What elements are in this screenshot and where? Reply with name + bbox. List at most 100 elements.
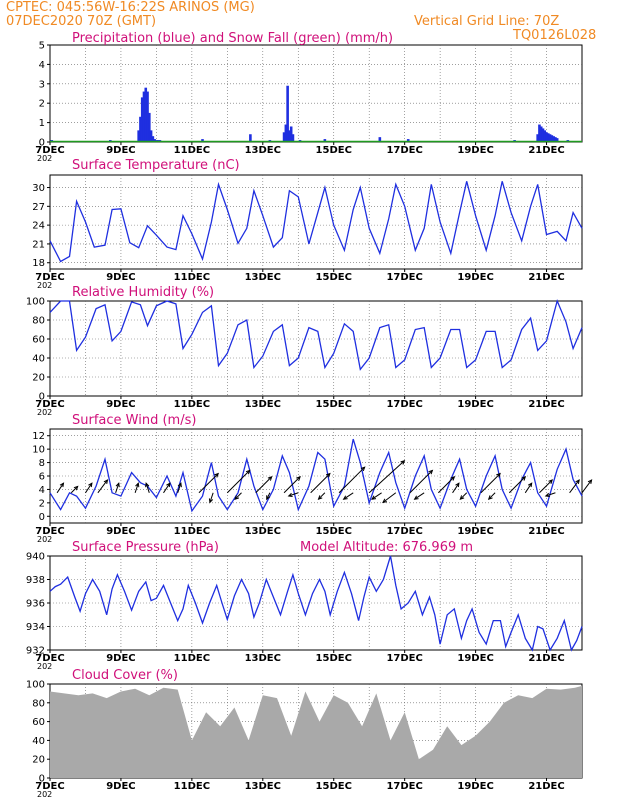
wind-vector-head bbox=[214, 472, 220, 478]
wind-vector bbox=[177, 483, 182, 493]
grid-note: Vertical Grid Line: 70Z bbox=[414, 14, 560, 29]
wind-vector-head bbox=[135, 482, 140, 488]
wind-vector bbox=[539, 479, 553, 494]
wind-vector bbox=[56, 482, 64, 494]
wind-vector-head bbox=[455, 482, 460, 488]
temperature-line bbox=[49, 181, 583, 263]
wind-vector bbox=[569, 479, 580, 494]
cloud-xtick-label: 15DEC bbox=[316, 781, 352, 792]
cloud-xtick-label: 17DEC bbox=[386, 781, 422, 792]
precip-bar bbox=[282, 132, 286, 142]
wind-vector bbox=[488, 492, 496, 500]
wind-vector-head bbox=[73, 485, 79, 491]
run-date: 07DEC2020 70Z (GMT) bbox=[6, 14, 157, 29]
pressure-xtick-label: 19DEC bbox=[457, 653, 493, 664]
pressure-ytick-label: 934 bbox=[26, 622, 45, 633]
wind-vector-head bbox=[287, 492, 293, 497]
wind-xtick-label: 19DEC bbox=[457, 526, 493, 537]
humidity-line bbox=[49, 299, 583, 371]
precip-bar bbox=[406, 139, 410, 142]
cloud-xtick-label: 19DEC bbox=[457, 781, 493, 792]
wind-vector bbox=[459, 492, 468, 500]
precip-bar bbox=[286, 85, 289, 142]
wind-line bbox=[49, 438, 583, 513]
precip-bar bbox=[289, 126, 293, 142]
pressure-annotation: Model Altitude: 676.969 m bbox=[300, 540, 473, 555]
wind-vector bbox=[508, 476, 526, 494]
humidity-ytick-label: 0 bbox=[39, 392, 45, 403]
humidity-xtick-label: 13DEC bbox=[245, 399, 281, 410]
pressure-year-fragment: 202 bbox=[37, 662, 52, 671]
wind-vector-head bbox=[325, 472, 331, 478]
wind-vector bbox=[318, 492, 326, 500]
cloud-xtick-label: 13DEC bbox=[245, 781, 281, 792]
wind-ytick-label: 10 bbox=[32, 445, 45, 456]
wind-vector bbox=[409, 470, 433, 494]
precip-bar bbox=[249, 134, 252, 142]
wind-vector-head bbox=[496, 472, 501, 478]
wind-vector-head bbox=[296, 475, 301, 481]
station-header: CPTEC: 045:56W-16:22S ARINOS (MG) bbox=[6, 0, 255, 15]
cloud-ytick-label: 100 bbox=[26, 680, 45, 691]
wind-vector-head bbox=[544, 492, 550, 497]
humidity-xtick-label: 15DEC bbox=[316, 399, 352, 410]
precip-bar bbox=[201, 139, 204, 142]
pressure-title: Surface Pressure (hPa) bbox=[72, 540, 219, 555]
pressure-xtick-label: 7DEC bbox=[35, 653, 64, 664]
pressure-ytick-label: 940 bbox=[26, 552, 45, 563]
wind-vector-head bbox=[115, 482, 120, 488]
precip-xtick-label: 15DEC bbox=[316, 145, 352, 156]
precip-bar bbox=[543, 130, 547, 142]
humidity-ytick-label: 40 bbox=[32, 354, 45, 365]
temperature-xtick-label: 9DEC bbox=[106, 272, 135, 283]
precip-bar bbox=[284, 124, 288, 142]
precip-bar bbox=[548, 134, 552, 142]
humidity-xtick-label: 17DEC bbox=[386, 399, 422, 410]
temperature-xtick-label: 11DEC bbox=[174, 272, 210, 283]
temperature-year-fragment: 202 bbox=[37, 281, 52, 290]
temperature-frame bbox=[49, 174, 583, 270]
wind-vector-head bbox=[450, 475, 456, 481]
temperature-xtick-label: 21DEC bbox=[528, 272, 564, 283]
precip-bar bbox=[545, 132, 548, 142]
precip-bar bbox=[291, 134, 295, 142]
temperature-ytick-label: 24 bbox=[32, 221, 45, 232]
wind-vector bbox=[234, 492, 242, 500]
wind-vector-head bbox=[245, 469, 251, 475]
wind-vector-head bbox=[382, 498, 388, 504]
cloud-xtick-label: 21DEC bbox=[528, 781, 564, 792]
precip-xtick-label: 19DEC bbox=[457, 145, 493, 156]
wind-vector bbox=[524, 482, 533, 494]
wind-vector-head bbox=[267, 475, 273, 481]
precip-year-fragment: 202 bbox=[37, 154, 52, 163]
pressure-frame bbox=[49, 555, 583, 651]
pressure-ytick-label: 932 bbox=[26, 646, 45, 657]
wind-vector bbox=[70, 486, 79, 494]
wind-vector bbox=[288, 492, 299, 497]
precip-bar bbox=[140, 97, 144, 142]
wind-vector-head bbox=[103, 479, 109, 485]
wind-xtick-label: 7DEC bbox=[35, 526, 64, 537]
humidity-ytick-label: 80 bbox=[32, 316, 45, 327]
wind-xtick-label: 15DEC bbox=[316, 526, 352, 537]
wind-vector bbox=[115, 483, 120, 493]
wind-xtick-label: 17DEC bbox=[386, 526, 422, 537]
precip-xtick-label: 21DEC bbox=[528, 145, 564, 156]
precip-bar bbox=[139, 116, 142, 142]
wind-vector bbox=[283, 476, 301, 494]
wind-ytick-label: 4 bbox=[39, 485, 45, 496]
wind-vector bbox=[310, 473, 331, 494]
precip-bar bbox=[146, 91, 149, 142]
precip-ytick-label: 3 bbox=[39, 79, 45, 90]
humidity-xtick-label: 7DEC bbox=[35, 399, 64, 410]
wind-ytick-label: 6 bbox=[39, 472, 45, 483]
humidity-frame bbox=[49, 300, 583, 397]
wind-ytick-label: 0 bbox=[39, 512, 45, 523]
precip-title: Precipitation (blue) and Snow Fall (gree… bbox=[72, 31, 393, 46]
wind-vector-head bbox=[88, 482, 93, 488]
wind-ytick-label: 2 bbox=[39, 498, 45, 509]
precip-frame bbox=[49, 44, 583, 143]
wind-xtick-label: 11DEC bbox=[174, 526, 210, 537]
precip-bar bbox=[547, 133, 550, 142]
precip-bar bbox=[554, 137, 557, 142]
